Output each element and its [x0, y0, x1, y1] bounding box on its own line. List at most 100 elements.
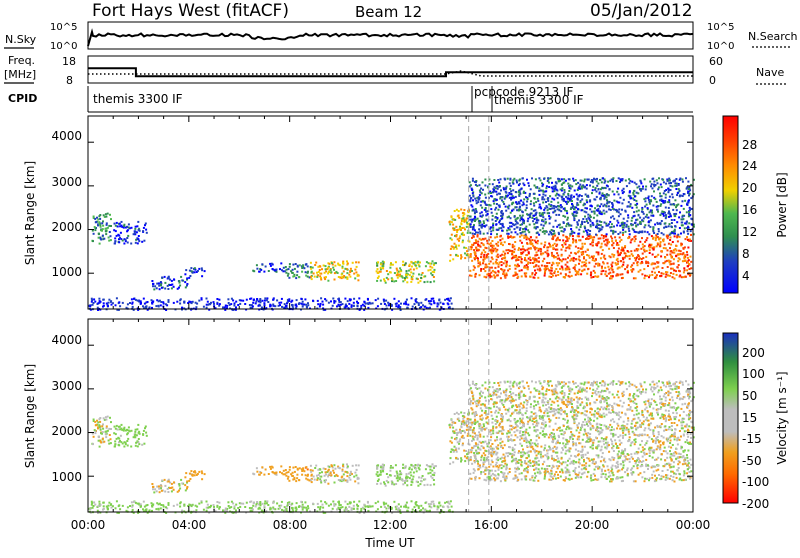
- echo-cell: [639, 444, 641, 446]
- echo-cell: [462, 423, 464, 425]
- echo-cell: [667, 235, 669, 237]
- echo-cell: [548, 262, 550, 264]
- echo-cell: [429, 307, 431, 309]
- echo-cell: [455, 447, 457, 449]
- echo-cell: [638, 186, 640, 188]
- echo-cell: [464, 252, 466, 254]
- echo-cell: [675, 213, 677, 215]
- echo-cell: [523, 198, 525, 200]
- echo-cell: [611, 226, 613, 228]
- echo-cell: [594, 266, 596, 268]
- velocity-panel: Slant Range [km] 1000 2000 3000 4000 200…: [23, 319, 789, 514]
- echo-cell: [573, 257, 575, 259]
- echo-cell: [122, 443, 124, 445]
- echo-cell: [600, 257, 602, 259]
- echo-cell: [525, 260, 527, 262]
- echo-cell: [331, 262, 333, 264]
- echo-cell: [278, 302, 280, 304]
- echo-cell: [424, 478, 426, 480]
- echo-cell: [301, 474, 303, 476]
- echo-cell: [454, 229, 456, 231]
- echo-cell: [138, 441, 140, 443]
- echo-cell: [459, 438, 461, 440]
- echo-cell: [342, 465, 344, 467]
- echo-cell: [566, 203, 568, 205]
- echo-cell: [534, 473, 536, 475]
- echo-cell: [213, 303, 215, 305]
- echo-cell: [686, 188, 688, 190]
- echo-cell: [544, 241, 546, 243]
- echo-cell: [547, 250, 549, 252]
- echo-cell: [181, 307, 183, 309]
- echo-cell: [531, 208, 533, 210]
- echo-cell: [586, 273, 588, 275]
- echo-cell: [179, 488, 181, 490]
- echo-cell: [253, 473, 255, 475]
- echo-cell: [358, 261, 360, 263]
- echo-cell: [507, 216, 509, 218]
- echo-cell: [394, 272, 396, 274]
- echo-cell: [389, 474, 391, 476]
- echo-cell: [179, 285, 181, 287]
- echo-cell: [100, 239, 102, 241]
- echo-cell: [578, 235, 580, 237]
- power-ytick-2000: 2000: [51, 220, 82, 234]
- echo-cell: [411, 278, 413, 280]
- echo-cell: [165, 303, 167, 305]
- echo-cell: [288, 300, 290, 302]
- echo-cell: [553, 186, 555, 188]
- echo-cell: [304, 298, 306, 300]
- echo-cell: [659, 448, 661, 450]
- echo-cell: [540, 224, 542, 226]
- echo-cell: [597, 456, 599, 458]
- echo-cell: [353, 302, 355, 304]
- power-colorbar: [723, 116, 738, 293]
- echo-cell: [190, 470, 192, 472]
- echo-cell: [143, 298, 145, 300]
- echo-cell: [580, 273, 582, 275]
- echo-cell: [303, 267, 305, 269]
- echo-cell: [406, 484, 408, 486]
- echo-cell: [153, 288, 155, 290]
- echo-cell: [569, 271, 571, 273]
- echo-cell: [477, 232, 479, 234]
- echo-cell: [456, 434, 458, 436]
- echo-cell: [396, 471, 398, 473]
- echo-cell: [298, 302, 300, 304]
- echo-cell: [602, 452, 604, 454]
- echo-cell: [680, 250, 682, 252]
- echo-cell: [98, 237, 100, 239]
- echo-cell: [494, 209, 496, 211]
- echo-cell: [516, 218, 518, 220]
- echo-cell: [656, 179, 658, 181]
- echo-cell: [499, 235, 501, 237]
- echo-cell: [519, 179, 521, 181]
- echo-cell: [89, 305, 91, 307]
- echo-cell: [657, 211, 659, 213]
- echo-cell: [272, 299, 274, 301]
- echo-cell: [626, 469, 628, 471]
- echo-cell: [575, 258, 577, 260]
- echo-cell: [636, 219, 638, 221]
- echo-cell: [652, 238, 654, 240]
- echo-cell: [529, 257, 531, 259]
- echo-cell: [138, 240, 140, 242]
- echo-cell: [449, 237, 451, 239]
- echo-cell: [657, 188, 659, 190]
- echo-cell: [533, 266, 535, 268]
- echo-cell: [477, 260, 479, 262]
- echo-cell: [608, 472, 610, 474]
- echo-cell: [682, 181, 684, 183]
- echo-cell: [612, 181, 614, 183]
- echo-cell: [602, 226, 604, 228]
- echo-cell: [587, 229, 589, 231]
- echo-cell: [497, 270, 499, 272]
- echo-cell: [649, 246, 651, 248]
- echo-cell: [343, 473, 345, 475]
- echo-cell: [519, 439, 521, 441]
- echo-cell: [357, 275, 359, 277]
- echo-cell: [481, 227, 483, 229]
- echo-cell: [432, 463, 434, 465]
- echo-cell: [496, 244, 498, 246]
- echo-cell: [477, 243, 479, 245]
